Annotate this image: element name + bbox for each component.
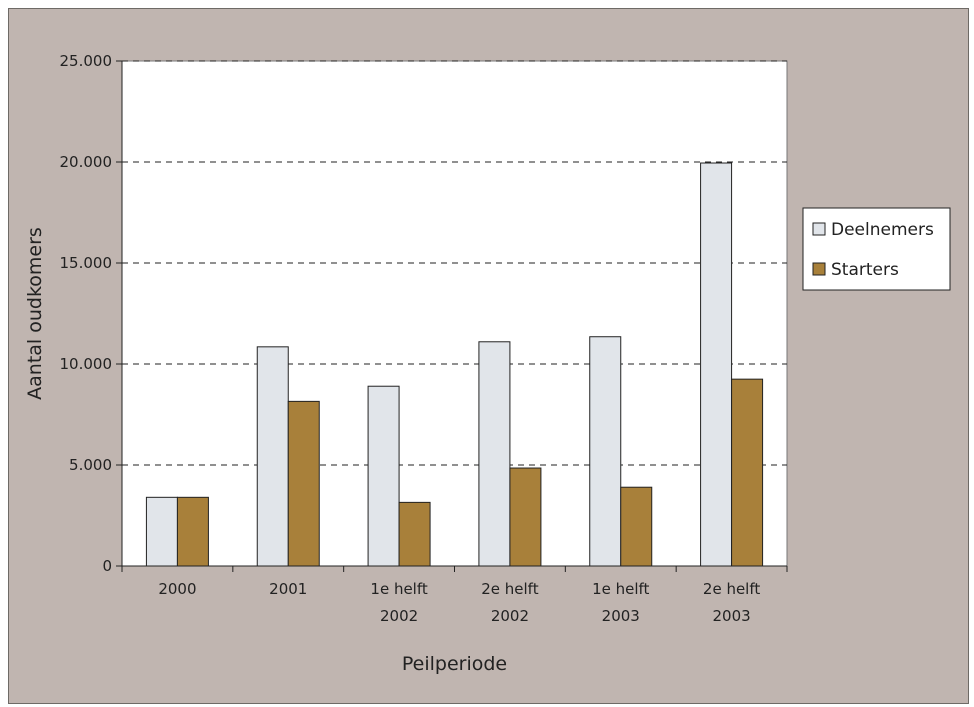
bar-starters bbox=[620, 486, 653, 567]
bar-deelnemers bbox=[256, 346, 289, 567]
legend-swatch-deelnemers bbox=[812, 222, 826, 236]
x-tick-label: 2e helft bbox=[703, 580, 760, 598]
bar-chart: 0 5.000 10.000 15.000 20.000 25.000 2000 2001 1e… bbox=[9, 9, 968, 703]
x-tick-label: 2001 bbox=[269, 580, 307, 598]
bar-deelnemers bbox=[700, 162, 733, 567]
x-tick-label: 2002 bbox=[491, 607, 529, 625]
y-axis-title: Aantal oudkomers bbox=[24, 227, 46, 400]
x-tick-label: 2e helft bbox=[481, 580, 538, 598]
y-tick-label: 10.000 bbox=[60, 355, 113, 373]
bar-deelnemers bbox=[589, 336, 622, 567]
legend: Deelnemers Starters bbox=[802, 207, 951, 291]
bar-deelnemers bbox=[367, 385, 400, 567]
bar-starters bbox=[731, 378, 764, 567]
legend-label-starters: Starters bbox=[831, 260, 899, 280]
x-tick-label: 2000 bbox=[158, 580, 196, 598]
plot-area bbox=[121, 60, 788, 567]
y-tick-label: 20.000 bbox=[60, 153, 113, 171]
bar-starters bbox=[176, 496, 209, 567]
legend-swatch-starters bbox=[812, 262, 826, 276]
legend-label-deelnemers: Deelnemers bbox=[831, 220, 934, 240]
x-tick-label: 1e helft bbox=[592, 580, 649, 598]
gridlines bbox=[122, 60, 787, 466]
x-tick-label: 2003 bbox=[602, 607, 640, 625]
y-tick-label: 15.000 bbox=[60, 254, 113, 272]
bars bbox=[145, 162, 764, 567]
axes: 0 5.000 10.000 15.000 20.000 25.000 2000 2001 1e… bbox=[60, 52, 788, 625]
y-tick-label: 0 bbox=[102, 557, 112, 575]
bar-deelnemers bbox=[478, 341, 511, 567]
x-axis-title: Peilperiode bbox=[402, 653, 507, 675]
bar-starters bbox=[509, 467, 542, 567]
bar-starters bbox=[287, 400, 320, 567]
x-tick-label: 1e helft bbox=[370, 580, 427, 598]
y-tick-label: 5.000 bbox=[69, 456, 112, 474]
y-tick-label: 25.000 bbox=[60, 52, 113, 70]
bar-deelnemers bbox=[145, 496, 178, 567]
x-tick-label: 2002 bbox=[380, 607, 418, 625]
legend-box bbox=[802, 207, 951, 291]
chart-frame: 0 5.000 10.000 15.000 20.000 25.000 2000 2001 1e… bbox=[8, 8, 969, 704]
bar-starters bbox=[398, 501, 431, 567]
x-tick-label: 2003 bbox=[712, 607, 750, 625]
